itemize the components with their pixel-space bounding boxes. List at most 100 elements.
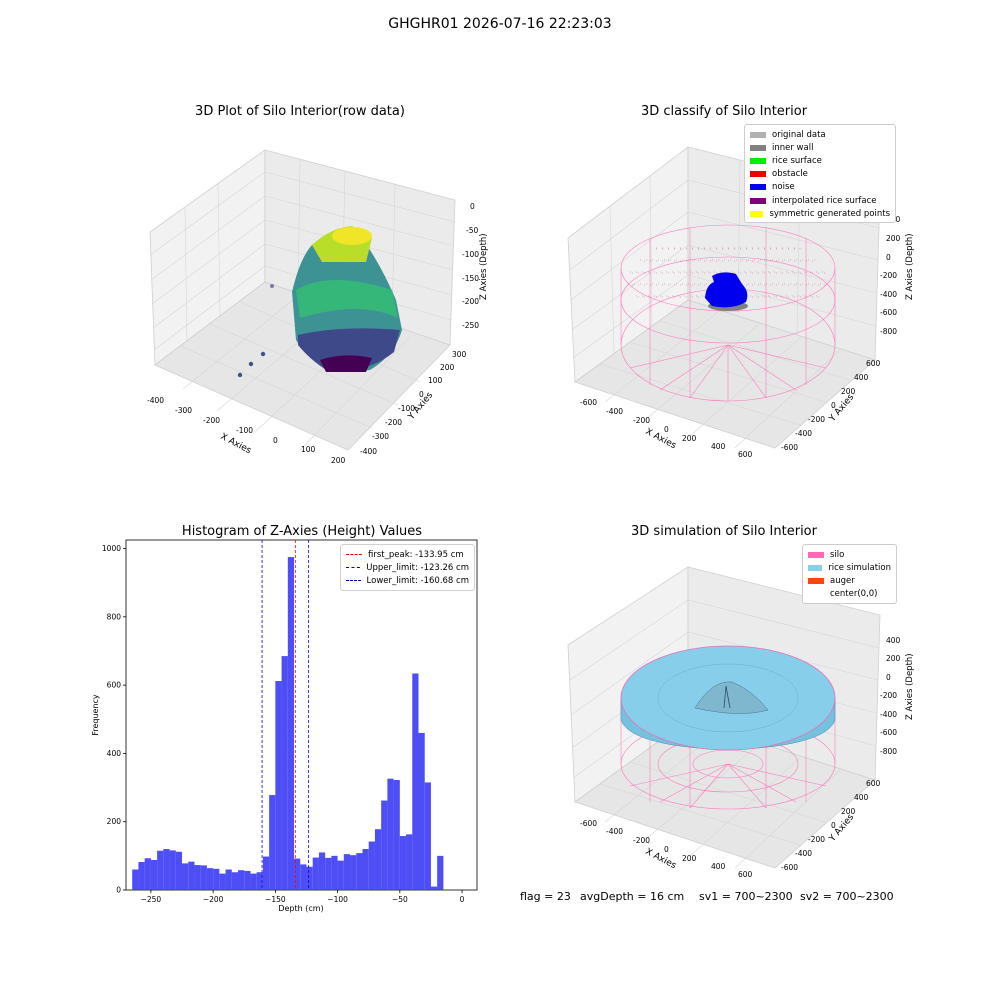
histogram-x-tick-label: −250 [141, 895, 162, 904]
raw-z-tick: -200 [462, 297, 479, 306]
status-sv2: sv2 = 700~2300 [800, 890, 894, 903]
figure-title: GHGHR01 2026-07-16 22:23:03 [388, 16, 612, 32]
simulation-z-tick: -200 [880, 691, 897, 700]
histogram-bar [430, 886, 438, 890]
legend-label: silo [830, 549, 845, 560]
legend-label: center(0,0) [830, 589, 878, 600]
histogram-bar [269, 795, 276, 890]
raw-outlier-point [248, 361, 254, 367]
simulation-y-tick: -400 [795, 849, 812, 858]
classify-x-axis-label: X Axies [644, 427, 678, 452]
classify-x-tick: 400 [711, 442, 726, 451]
histogram-title: Histogram of Z-Axies (Height) Values [181, 524, 423, 539]
classify-x-tick: -400 [606, 407, 623, 416]
simulation-plot-title: 3D simulation of Silo Interior [631, 524, 817, 539]
raw-3d-plot: 0 -50 -100 -150 -200 -250 -400 -300 -200… [147, 149, 489, 465]
legend-item-obstacle: obstacle [750, 168, 890, 181]
legend-label: first_peak: -133.95 cm [368, 549, 464, 560]
raw-y-tick: 300 [452, 350, 467, 359]
simulation-x-tick: -400 [606, 827, 623, 836]
simulation-x-tick: 0 [664, 845, 669, 854]
raw-x-tick: 100 [301, 445, 316, 454]
raw-z-tick: -50 [466, 226, 478, 235]
legend-swatch [808, 577, 824, 584]
histogram-bar [399, 836, 407, 890]
histogram-y-tick-label: 0 [116, 886, 121, 895]
legend-line [346, 554, 362, 556]
histogram-bar [337, 860, 344, 890]
histogram-bar [418, 732, 425, 890]
legend-item-center: center(0,0) [808, 588, 891, 601]
legend-item-original-data: original data [750, 128, 890, 141]
raw-y-tick: 100 [428, 376, 443, 385]
simulation-z-tick: -600 [880, 728, 897, 737]
simulation-z-tick: -400 [880, 710, 897, 719]
histogram-bar [250, 873, 257, 890]
simulation-legend: silo rice simulation auger center(0,0) [802, 544, 897, 604]
classify-z-tick: -600 [880, 308, 897, 317]
legend-item-noise: noise [750, 181, 890, 194]
histogram-bar [381, 800, 388, 890]
classify-plot-title: 3D classify of Silo Interior [640, 104, 808, 119]
noise-points [705, 272, 748, 308]
histogram-y-tick-label: 800 [107, 612, 122, 621]
classify-y-tick: 600 [866, 359, 881, 368]
simulation-x-tick: 400 [711, 862, 726, 871]
classify-x-tick: 600 [738, 450, 753, 459]
legend-item-silo: silo [808, 548, 891, 561]
raw-x-tick: -400 [147, 396, 164, 405]
legend-line [346, 580, 361, 582]
raw-outlier-point [260, 351, 266, 357]
simulation-x-tick: -600 [580, 819, 597, 828]
histogram-bar [287, 557, 295, 890]
histogram-bar [374, 829, 382, 890]
legend-swatch [750, 131, 766, 138]
legend-swatch [808, 551, 824, 558]
legend-item-rice-simulation: rice simulation [808, 561, 891, 574]
histogram-chart: −250 −200 −150 −100 −50 0 0 200 400 600 800 1000 D… [91, 539, 478, 913]
histogram-bar [325, 857, 332, 890]
legend-swatch [808, 564, 823, 571]
histogram-bar [412, 673, 419, 890]
simulation-x-tick: 600 [738, 870, 753, 879]
classify-y-tick: 0 [831, 401, 836, 410]
classify-y-tick: 400 [854, 373, 869, 382]
classify-x-tick: 200 [682, 434, 697, 443]
histogram-x-tick-label: −100 [327, 895, 348, 904]
legend-swatch [750, 171, 766, 178]
raw-z-axis-label: Z Axies (Depth) [479, 233, 489, 300]
classify-z-tick: -800 [880, 327, 897, 336]
raw-x-tick: -300 [175, 406, 192, 415]
histogram-bar [300, 864, 307, 890]
classify-z-tick: -400 [880, 290, 897, 299]
classify-y-tick: -200 [808, 415, 825, 424]
histogram-bar [163, 849, 170, 890]
histogram-bar [368, 841, 375, 890]
histogram-bar [281, 656, 288, 890]
histogram-bar [318, 852, 326, 890]
legend-item-interpolated-rice-surface: interpolated rice surface [750, 194, 890, 207]
simulation-x-axis-label: X Axies [644, 847, 678, 872]
histogram-bar [362, 849, 369, 890]
simulation-y-tick: 0 [831, 821, 836, 830]
histogram-y-tick-label: 400 [107, 749, 122, 758]
simulation-x-tick: 200 [682, 854, 697, 863]
classify-y-tick: -600 [781, 443, 798, 452]
legend-label: noise [772, 182, 795, 193]
raw-y-tick: -200 [385, 418, 402, 427]
histogram-bar [437, 855, 444, 890]
histogram-bar [194, 865, 201, 890]
histogram-bar [182, 863, 189, 890]
raw-x-tick: -200 [203, 416, 220, 425]
legend-swatch [750, 144, 766, 151]
raw-y-tick: 0 [419, 390, 424, 399]
histogram-legend: first_peak: -133.95 cm Upper_limit: -123… [340, 544, 475, 591]
simulation-z-tick: 0 [886, 673, 891, 682]
legend-item-first-peak: first_peak: -133.95 cm [346, 548, 469, 561]
raw-plot-title: 3D Plot of Silo Interior(row data) [195, 104, 405, 119]
legend-line [346, 567, 361, 569]
raw-y-tick: 200 [440, 363, 455, 372]
histogram-bar [256, 872, 263, 890]
histogram-bar [393, 780, 400, 890]
histogram-bar [225, 869, 232, 890]
